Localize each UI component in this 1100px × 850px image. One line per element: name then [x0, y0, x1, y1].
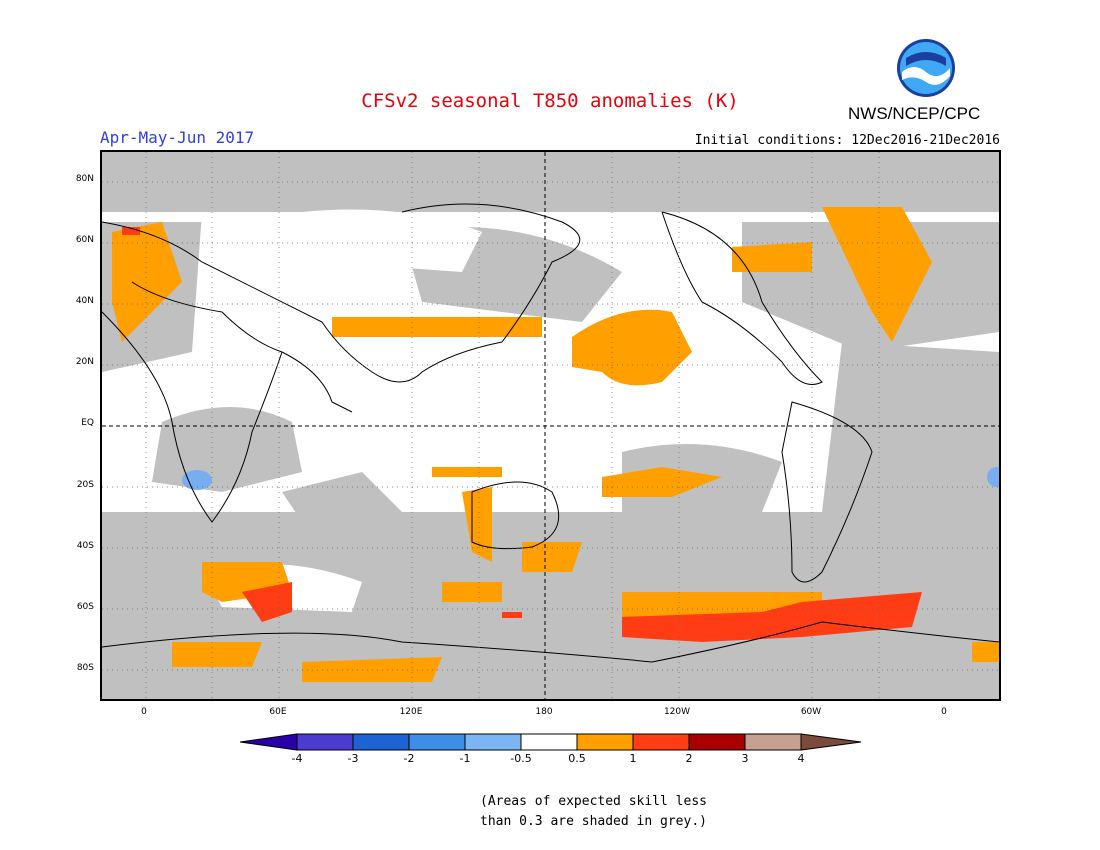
south-america-coast — [781, 401, 873, 583]
colorbar-bin — [296, 733, 354, 751]
noaa-logo — [897, 39, 955, 97]
africa-coast — [102, 281, 283, 523]
indian-grey — [282, 472, 402, 522]
colorbar-label: -4 — [291, 752, 303, 765]
lon-label-60w: 60W — [800, 707, 822, 717]
lon-label-0-east: 0 — [941, 707, 947, 717]
lon-label-180: 180 — [535, 707, 553, 717]
equator-dateline — [102, 152, 999, 699]
colorbar-label: 0.5 — [568, 752, 586, 765]
north-america-coast — [661, 211, 823, 385]
anomaly-negative — [182, 467, 999, 490]
colorbar-label: -0.5 — [510, 752, 532, 765]
anomaly-1-2 — [122, 227, 922, 642]
skill-note-line-1: (Areas of expected skill less — [480, 794, 707, 809]
initial-conditions: Initial conditions: 12Dec2016-21Dec2016 — [694, 133, 1000, 148]
lat-label-eq: EQ — [81, 418, 94, 428]
arctic-grey — [102, 152, 999, 212]
colorbar-label: -2 — [403, 752, 415, 765]
lat-label-40n: 40N — [75, 296, 94, 306]
coastlines — [102, 203, 999, 663]
lat-label-60n: 60N — [75, 235, 94, 245]
anomaly-0.5-1 — [112, 207, 999, 682]
anomaly-map — [100, 150, 1001, 701]
grid-lines — [102, 152, 999, 699]
lon-label-120e: 120E — [399, 707, 423, 717]
colorbar-bin — [464, 733, 522, 751]
lon-label-0: 0 — [141, 707, 147, 717]
forecast-period: Apr-May-Jun 2017 — [100, 128, 255, 147]
skill-note: (Areas of expected skill less than 0.3 a… — [480, 792, 707, 832]
colorbar-label: 1 — [629, 752, 637, 765]
lon-label-120w: 120W — [663, 707, 691, 717]
eurasia-coast — [102, 203, 581, 383]
lon-label-60e: 60E — [269, 707, 287, 717]
lat-label-40s: 40S — [76, 541, 94, 551]
lat-label-80s: 80S — [76, 663, 94, 673]
skill-note-line-2: than 0.3 are shaded in grey.) — [480, 814, 707, 829]
colorbar-arrow-low — [240, 733, 298, 751]
colorbar-arrow-high — [800, 733, 862, 751]
colorbar-label: 3 — [741, 752, 749, 765]
lat-label-80n: 80N — [75, 174, 94, 184]
map-canvas — [102, 152, 999, 699]
agency-label: NWS/NCEP/CPC — [848, 104, 981, 123]
lat-label-60s: 60S — [76, 602, 94, 612]
africa-south-grey — [152, 407, 302, 492]
atlantic-south-grey — [822, 342, 999, 512]
colorbar-bin — [352, 733, 410, 751]
colorbar-bin — [632, 733, 690, 751]
lat-label-20s: 20S — [76, 480, 94, 490]
australia-coast — [471, 481, 560, 550]
map-title: CFSv2 seasonal T850 anomalies (K) — [361, 90, 739, 112]
colorbar-bin — [520, 733, 578, 751]
arabia-coast — [281, 351, 353, 413]
colorbar — [240, 733, 862, 751]
colorbar-label: -1 — [459, 752, 471, 765]
colorbar-bin — [408, 733, 466, 751]
colorbar-label: 4 — [797, 752, 805, 765]
lat-label-20n: 20N — [75, 357, 94, 367]
colorbar-bin — [744, 733, 802, 751]
colorbar-bin — [576, 733, 634, 751]
colorbar-label: -3 — [347, 752, 359, 765]
colorbar-label: 2 — [685, 752, 693, 765]
colorbar-bin — [688, 733, 746, 751]
antarctica-coast — [102, 621, 999, 663]
